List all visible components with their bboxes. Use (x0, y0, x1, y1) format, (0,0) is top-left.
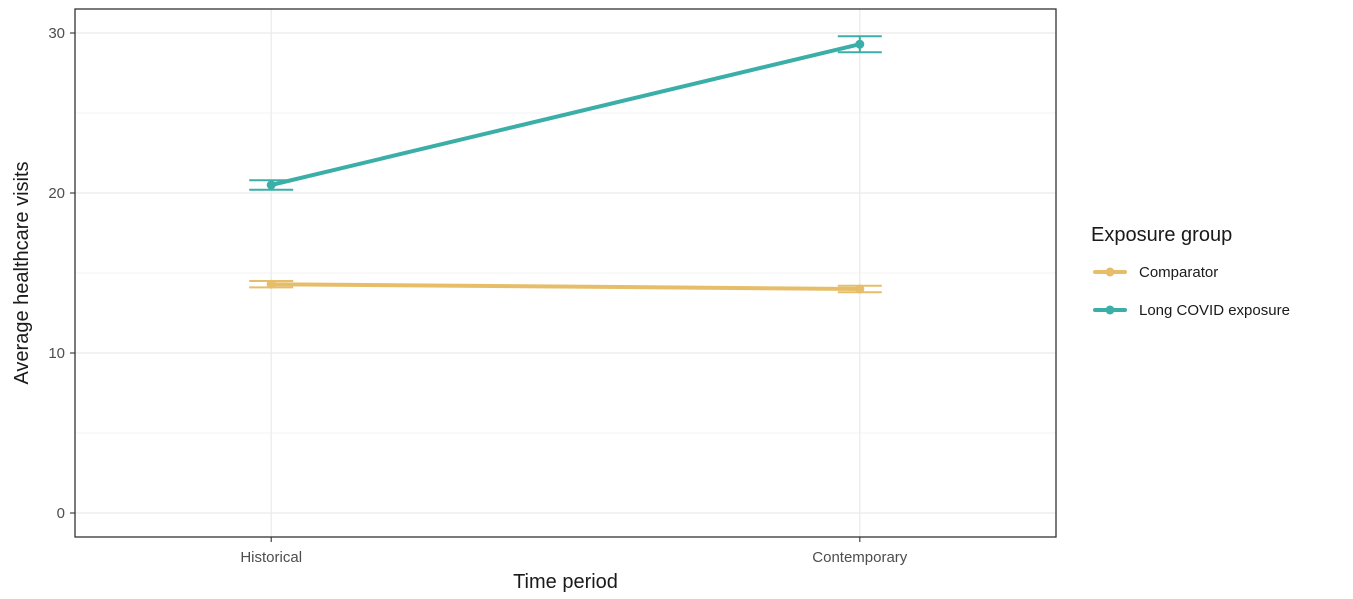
axes-layer: 0 10 20 30 Historical Contemporary (48, 25, 908, 566)
panel-border (74, 8, 1057, 538)
legend-items: Comparator Long COVID exposure (1093, 264, 1290, 319)
legend-label: Long COVID exposure (1139, 302, 1290, 319)
x-tick-label: Contemporary (812, 549, 908, 566)
series-line (269, 42, 862, 187)
y-tick-label: 30 (48, 25, 65, 42)
grid-major (75, 9, 1056, 537)
y-tick-label: 20 (48, 185, 65, 202)
y-tick-label: 10 (48, 345, 65, 362)
x-axis-title: Time period (513, 571, 618, 593)
legend-title: Exposure group (1091, 224, 1232, 246)
legend: Exposure group Comparator Long COVID expo… (1091, 224, 1290, 319)
x-tick-label: Historical (240, 549, 302, 566)
y-tick-label: 0 (57, 505, 65, 522)
data-point (855, 284, 865, 294)
y-axis-title: Average healthcare visits (11, 161, 33, 384)
legend-item: Comparator (1093, 264, 1218, 281)
series-layer (249, 35, 882, 294)
data-point (266, 279, 276, 289)
series-long-covid-exposure (249, 35, 882, 191)
grid-minor (75, 112, 1056, 434)
data-point (855, 39, 865, 49)
data-point (266, 180, 276, 190)
legend-key-point (1105, 305, 1115, 315)
legend-label: Comparator (1139, 264, 1218, 281)
legend-item: Long COVID exposure (1093, 302, 1290, 319)
legend-key-point (1105, 267, 1115, 277)
series-comparator (249, 279, 882, 294)
series-line (269, 282, 862, 291)
